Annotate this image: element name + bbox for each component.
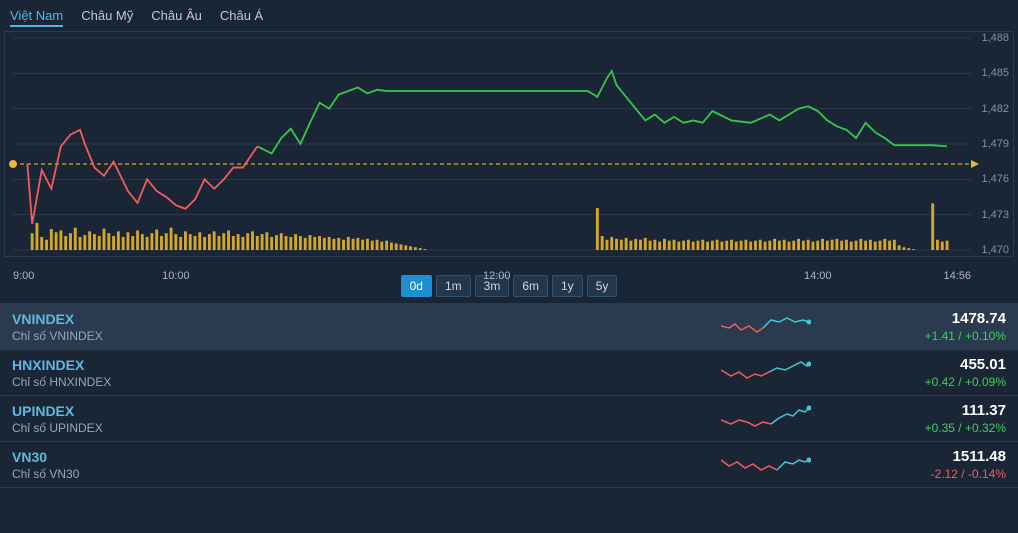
index-row-upindex[interactable]: UPINDEX Chỉ số UPINDEX 111.37 +0.35 / +0.32…: [0, 396, 1018, 442]
x-tick-label: 14:00: [804, 270, 832, 282]
sparkline: [706, 356, 826, 389]
x-tick-label: 12:00: [483, 270, 511, 282]
range-btn-6m[interactable]: 6m: [513, 275, 548, 297]
index-row-vn30[interactable]: VN30 Chỉ số VN30 1511.48 -2.12 / -0.14%: [0, 442, 1018, 488]
index-desc: Chỉ số HNXINDEX: [12, 375, 706, 389]
index-desc: Chỉ số VNINDEX: [12, 329, 706, 343]
index-symbol: HNXINDEX: [12, 357, 706, 373]
index-change: +1.41 / +0.10%: [826, 329, 1006, 343]
index-desc: Chỉ số VN30: [12, 467, 706, 481]
index-symbol: UPINDEX: [12, 403, 706, 419]
index-value: 1478.74: [826, 310, 1006, 327]
index-row-vnindex[interactable]: VNINDEX Chỉ số VNINDEX 1478.74 +1.41 / +0.1…: [0, 304, 1018, 350]
index-row-hnxindex[interactable]: HNXINDEX Chỉ số HNXINDEX 455.01 +0.42 / +0.…: [0, 350, 1018, 396]
y-tick-label: 1,482: [981, 103, 1009, 115]
sparkline: [706, 448, 826, 481]
tab-0[interactable]: Việt Nam: [10, 6, 63, 27]
tab-3[interactable]: Châu Á: [220, 6, 263, 27]
sparkline: [706, 310, 826, 343]
sparkline: [706, 402, 826, 435]
index-symbol: VN30: [12, 449, 706, 465]
index-value: 455.01: [826, 356, 1006, 373]
index-change: +0.35 / +0.32%: [826, 421, 1006, 435]
y-tick-label: 1,485: [981, 67, 1009, 79]
index-desc: Chỉ số UPINDEX: [12, 421, 706, 435]
tab-1[interactable]: Châu Mỹ: [81, 6, 133, 27]
tab-2[interactable]: Châu Âu: [151, 6, 202, 27]
range-btn-1y[interactable]: 1y: [552, 275, 583, 297]
range-btn-5y[interactable]: 5y: [587, 275, 618, 297]
x-tick-label: 14:56: [943, 270, 971, 282]
y-tick-label: 1,473: [981, 209, 1009, 221]
y-tick-label: 1,476: [981, 173, 1009, 185]
y-tick-label: 1,470: [981, 244, 1009, 256]
range-btn-0d[interactable]: 0d: [401, 275, 432, 297]
index-change: -2.12 / -0.14%: [826, 467, 1006, 481]
x-tick-label: 10:00: [162, 270, 190, 282]
y-tick-label: 1,488: [981, 32, 1009, 44]
range-btn-1m[interactable]: 1m: [436, 275, 471, 297]
x-tick-label: 9:00: [13, 270, 34, 282]
main-chart: 1,4701,4731,4761,4791,4821,4851,488 9:00…: [4, 31, 1014, 257]
region-tabs: Việt Nam Châu Mỹ Châu Âu Châu Á: [0, 0, 1018, 31]
y-tick-label: 1,479: [981, 138, 1009, 150]
index-value: 111.37: [826, 402, 1006, 419]
index-change: +0.42 / +0.09%: [826, 375, 1006, 389]
index-value: 1511.48: [826, 448, 1006, 465]
index-symbol: VNINDEX: [12, 311, 706, 327]
index-list: VNINDEX Chỉ số VNINDEX 1478.74 +1.41 / +0.1…: [0, 303, 1018, 488]
